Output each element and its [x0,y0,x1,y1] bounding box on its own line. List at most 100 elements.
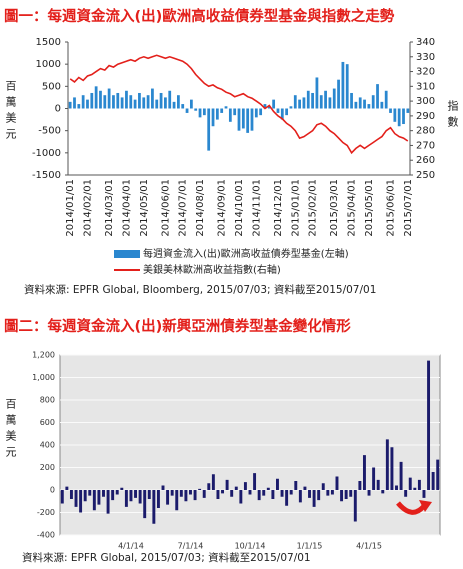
x-tick-label: 2014/06/01 [160,179,171,237]
x-tick-label: 2014/05/01 [139,179,150,237]
y2-tick-label: 290 [416,111,435,122]
bar [184,490,188,502]
bar [250,108,254,131]
bar [289,490,293,495]
bar [133,99,137,109]
chart-title: 圖一：每週資金流入(出)歐洲高收益債券型基金與指數之走勢 [4,7,395,25]
legend-label: 美銀美林歐洲高收益指數(右軸) [143,263,281,276]
x-tick-label: 2014/07/01 [178,179,189,237]
bar [285,108,289,116]
x-tick-label: 2015/06/01 [386,179,397,237]
bar [147,490,151,499]
bar [257,490,261,501]
bar [376,84,379,109]
bar [181,104,185,109]
bar [99,90,102,109]
bar [211,108,215,127]
bar [111,490,115,501]
y-tick-label: 800 [40,396,55,405]
source-note: 資料來源: EPFR Global, Bloomberg, 2015/07/03… [24,283,376,296]
bar [315,77,319,109]
bar [79,490,83,513]
bar [372,467,376,490]
bar [436,459,440,490]
legend-label: 每週資金流入(出)歐洲高收益債券型基金(左軸) [143,247,349,260]
bar [395,485,398,490]
bar [298,490,302,503]
bar [138,92,141,109]
bar [129,490,133,502]
bar [332,88,336,109]
bar [267,106,271,109]
bar [230,490,234,497]
bar [272,99,276,109]
legend-swatch [114,250,140,258]
bar [385,439,389,490]
bar [243,482,247,490]
y2-tick-label: 300 [416,96,435,107]
bar [248,490,252,495]
bar [233,108,237,116]
bar [353,490,357,522]
bar [330,490,334,495]
bar [254,108,258,118]
x-tick-label: 2015/03/01 [329,179,340,237]
bar [324,90,327,109]
y-tick-label: 400 [40,441,55,450]
bar [138,490,142,504]
y2-axis-label: 指數 [446,99,459,132]
bar [224,106,228,109]
bar [321,483,325,490]
bar [194,108,198,111]
bar [408,477,412,490]
chart-title: 圖二：每週資金流入(出)新興亞洲債券型基金變化情形 [4,317,351,335]
bar [239,490,243,504]
bar [376,479,380,490]
x-tick-label: 1/1/15 [297,542,323,551]
y-tick-label: 1,200 [32,351,55,360]
bar [77,104,81,109]
bar [345,64,349,109]
bar [164,97,167,109]
x-tick-label: 4/1/15 [356,542,382,551]
bar [280,490,284,497]
bar [303,486,307,490]
arrow-icon [396,501,426,515]
x-tick-label: 2015/01/01 [290,179,301,237]
bar [402,108,405,125]
x-tick-label: 2014/10/01 [234,179,245,237]
bar [168,90,172,109]
bar [116,92,120,109]
bar [319,95,323,109]
bar [189,490,192,495]
bar [280,108,284,120]
bar [328,97,332,109]
bar [73,97,76,109]
x-tick-label: 2014/01/01 [65,179,76,237]
y-tick-label: 600 [40,418,55,427]
y-tick-label: -500 [38,126,61,137]
bar [216,490,220,499]
x-tick-label: 2014/02/01 [82,179,93,237]
bar [189,99,193,109]
bar [289,106,293,109]
bar [106,490,110,514]
bar [170,490,174,496]
y-tick-label: -400 [37,531,55,540]
bar [306,90,310,109]
bar [237,108,241,131]
bar [202,108,206,116]
bar [129,95,133,109]
bar [367,104,371,109]
y-tick-label: -1500 [32,170,61,181]
bar [185,108,189,113]
bar [350,92,353,109]
bar [175,490,179,511]
bar [124,490,128,507]
x-tick-label: 2015/05/01 [364,179,375,237]
bar [381,490,385,494]
bar [134,490,138,498]
x-tick-label: 2014/09/01 [217,179,228,237]
arrow-head [419,500,432,512]
bar [155,99,159,109]
